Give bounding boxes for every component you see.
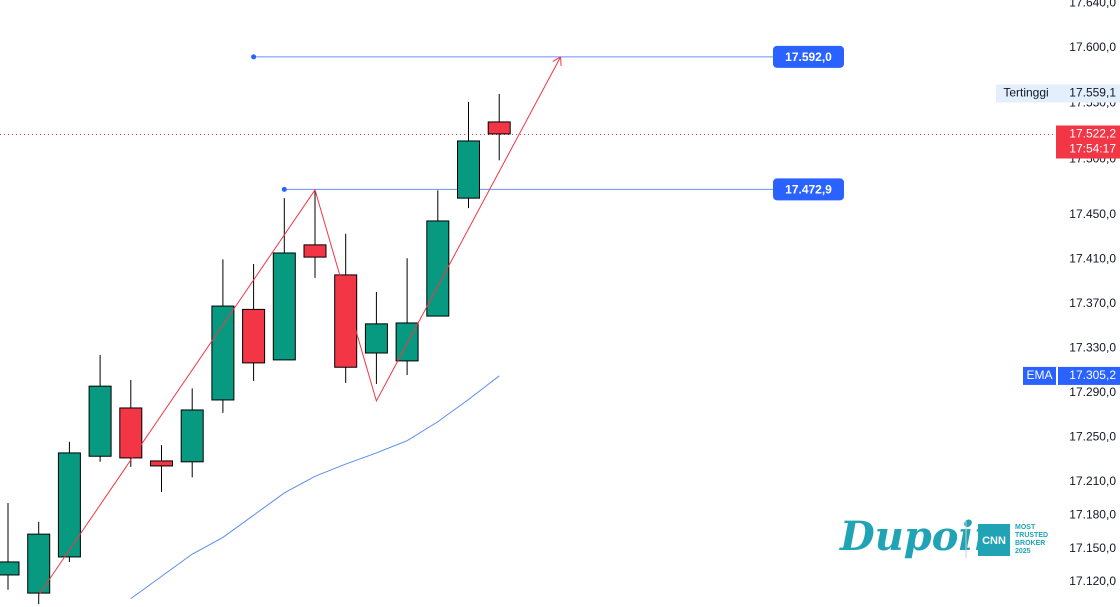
candle-body: [0, 561, 20, 576]
candle-body: [334, 274, 358, 368]
ema-name: EMA: [1026, 368, 1052, 382]
y-tick-label: 17.330,0: [1069, 341, 1116, 355]
line-anchor: [281, 186, 287, 192]
y-tick-label: 17.210,0: [1069, 474, 1116, 488]
current-price: 17.522,2: [1069, 127, 1116, 141]
candle-body: [426, 220, 450, 317]
y-tick-label: 17.410,0: [1069, 252, 1116, 266]
line-anchor: [251, 54, 257, 60]
current-time: 17:54:17: [1069, 142, 1116, 156]
arrow-head: [552, 56, 562, 66]
y-tick-label: 17.640,0: [1069, 0, 1116, 10]
candle-body: [303, 244, 327, 258]
logo-tagline: MOST: [1015, 524, 1036, 531]
candle-body: [119, 407, 143, 459]
highest-value-bg: [1058, 84, 1120, 103]
candle-body: [457, 140, 480, 199]
candle-body: [242, 308, 266, 364]
y-tick-label: 17.600,0: [1069, 40, 1116, 54]
y-tick-label: 17.180,0: [1069, 507, 1116, 521]
candle-body: [211, 305, 235, 401]
logo-badge: [978, 524, 1010, 556]
candle-body: [364, 323, 388, 354]
logo-tagline: BROKER: [1015, 540, 1045, 547]
current-tag: [1056, 125, 1120, 159]
highest-label: Tertinggi: [1003, 86, 1048, 100]
ema-value-bg: [1058, 366, 1120, 385]
y-tick-label: 17.120,0: [1069, 574, 1116, 588]
price-tag-label: 17.592,0: [785, 50, 832, 64]
logo-badge-text: CNN: [982, 535, 1006, 547]
y-tick-label: 17.450,0: [1069, 207, 1116, 221]
logo-tagline: 2025: [1015, 548, 1031, 555]
y-tick-label: 17.150,0: [1069, 541, 1116, 555]
ema-value: 17.305,2: [1069, 368, 1116, 382]
candle-body: [27, 533, 51, 594]
candle-body: [88, 385, 112, 457]
logo-brand: Dupoin: [839, 513, 1003, 560]
ema-tag: [1023, 366, 1056, 385]
y-tick-label: 17.290,0: [1069, 385, 1116, 399]
zigzag-line: [38, 56, 562, 596]
candle-body: [180, 409, 204, 463]
candle-body: [487, 121, 511, 135]
candle-body: [150, 460, 173, 467]
price-tag-label: 17.472,9: [785, 183, 832, 197]
candle-body: [272, 252, 296, 361]
highest-value: 17.559,1: [1069, 86, 1116, 100]
logo-tagline: TRUSTED: [1015, 532, 1048, 539]
price-tag: [773, 45, 844, 68]
y-tick-label: 17.370,0: [1069, 296, 1116, 310]
ema-line: [130, 375, 500, 600]
plot: [0, 54, 1056, 605]
y-tick-label: 17.250,0: [1069, 430, 1116, 444]
candle-body: [57, 452, 81, 558]
price-tag: [773, 178, 844, 201]
